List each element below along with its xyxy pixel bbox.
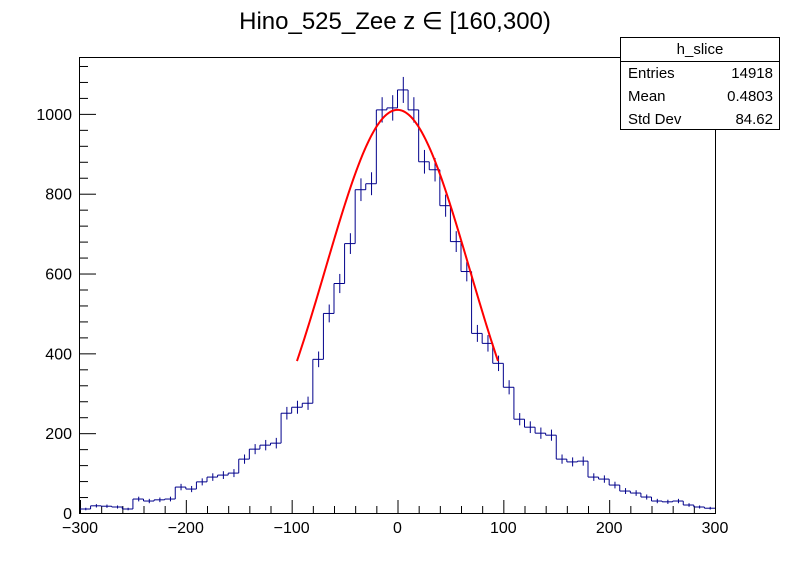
y-tick-label: 600 xyxy=(45,267,72,284)
plot-frame xyxy=(79,57,716,514)
axis-ticks xyxy=(80,65,716,514)
x-tick-label: −200 xyxy=(168,520,204,537)
x-tick-label: 200 xyxy=(596,520,623,537)
x-tick-labels: −300 −200 −100 0 100 200 300 xyxy=(62,520,728,537)
x-tick-label: 300 xyxy=(702,520,729,537)
x-tick-label: −300 xyxy=(62,520,98,537)
stats-entries-value: 14918 xyxy=(731,65,773,82)
stats-stddev-label: Std Dev xyxy=(628,111,682,128)
y-tick-label: 0 xyxy=(63,506,72,523)
stats-box: h_slice Entries 14918 Mean 0.4803 Std De… xyxy=(620,37,780,130)
stats-mean-value: 0.4803 xyxy=(727,88,773,105)
gaussian-fit-curve xyxy=(296,108,499,362)
error-bars xyxy=(85,76,711,511)
y-tick-label: 1000 xyxy=(36,107,72,124)
x-tick-label: −100 xyxy=(274,520,310,537)
y-tick-label: 400 xyxy=(45,346,72,363)
gaussian-fit-layer xyxy=(296,108,499,362)
stats-mean-label: Mean xyxy=(628,88,666,105)
stats-box-name: h_slice xyxy=(677,41,724,58)
chart-title: Hino_525_Zee z ∈ [160,300) xyxy=(239,8,551,35)
histogram-series xyxy=(80,89,715,510)
x-tick-label: 100 xyxy=(490,520,517,537)
stats-box-frame xyxy=(620,37,780,130)
y-tick-labels: 0 200 400 600 800 1000 xyxy=(36,107,72,523)
stats-stddev-value: 84.62 xyxy=(735,111,773,128)
x-tick-label: 0 xyxy=(393,520,402,537)
stats-entries-label: Entries xyxy=(628,65,675,82)
y-tick-label: 200 xyxy=(45,426,72,443)
y-tick-label: 800 xyxy=(45,187,72,204)
